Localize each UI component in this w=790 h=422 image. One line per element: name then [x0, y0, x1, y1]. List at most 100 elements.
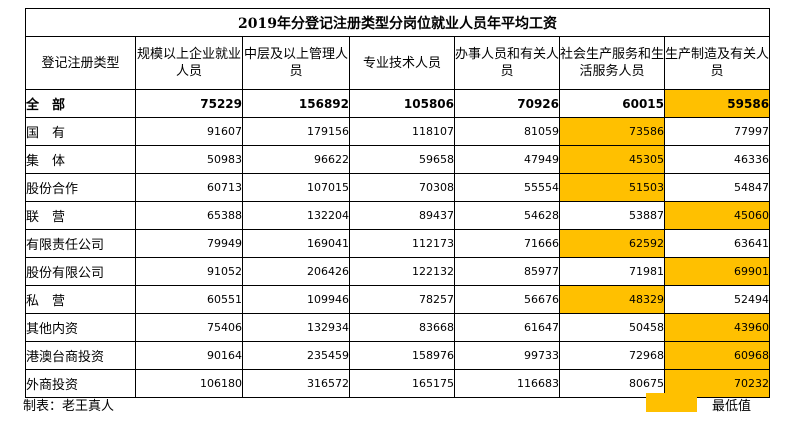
value-cell: 70308 [349, 173, 455, 202]
row-label: 股份合作 [25, 173, 136, 202]
value-cell: 50983 [135, 145, 243, 174]
value-cell: 46336 [663, 145, 771, 174]
value-cell: 165175 [349, 369, 455, 398]
table-row: 国 有 91607 179156 118107 81059 73586 77997 [25, 117, 771, 146]
value-cell: 235459 [242, 341, 350, 370]
value-cell: 90164 [135, 341, 243, 370]
value-cell: 85977 [454, 257, 560, 286]
table-row: 股份有限公司 91052 206426 122132 85977 71981 69901 [25, 257, 771, 286]
value-cell: 47949 [454, 145, 560, 174]
value-cell: 179156 [242, 117, 350, 146]
table-row: 股份合作 60713 107015 70308 55554 51503 54847 [25, 173, 771, 202]
value-cell: 316572 [242, 369, 350, 398]
lowest-value-cell: 59586 [663, 89, 771, 118]
row-label: 其他内资 [25, 313, 136, 342]
column-header-text: 中层及以上管理人员 [243, 47, 348, 79]
value-cell: 54847 [663, 173, 771, 202]
column-header: 规模以上企业就业人员 [135, 36, 243, 90]
value-cell: 83668 [349, 313, 455, 342]
value-cell: 60551 [135, 285, 243, 314]
author-label: 制表：老王真人 [23, 399, 115, 414]
value-cell: 79949 [135, 229, 243, 258]
value-cell: 56676 [454, 285, 560, 314]
table-row: 港澳台商投资 90164 235459 158976 99733 72968 60968 [25, 341, 771, 370]
value-cell: 72968 [559, 341, 665, 370]
value-cell: 61647 [454, 313, 560, 342]
value-cell: 89437 [349, 201, 455, 230]
value-cell: 52494 [663, 285, 771, 314]
value-cell: 54628 [454, 201, 560, 230]
value-cell: 53887 [559, 201, 665, 230]
value-cell: 77997 [663, 117, 771, 146]
lowest-value-cell: 45060 [663, 201, 771, 230]
wage-table: 2019年分登记注册类型分岗位就业人员年平均工资 登记注册类型 规模以上企业就业人… [24, 8, 771, 398]
value-cell: 96622 [242, 145, 350, 174]
table-row: 私 营 60551 109946 78257 56676 48329 52494 [25, 285, 771, 314]
lowest-value-cell: 69901 [663, 257, 771, 286]
value-cell: 118107 [349, 117, 455, 146]
value-cell: 75406 [135, 313, 243, 342]
value-cell: 158976 [349, 341, 455, 370]
value-cell: 169041 [242, 229, 350, 258]
table-row: 外商投资 106180 316572 165175 116683 80675 70232 [25, 369, 771, 398]
value-cell: 107015 [242, 173, 350, 202]
column-header-text: 社会生产服务和生活服务人员 [560, 47, 665, 79]
column-header: 办事人员和有关人员 [454, 36, 560, 90]
lowest-value-cell: 45305 [559, 145, 665, 174]
value-cell: 65388 [135, 201, 243, 230]
value-cell: 63641 [663, 229, 771, 258]
row-label: 私 营 [25, 285, 136, 314]
table-row: 有限责任公司 79949 169041 112173 71666 62592 63641 [25, 229, 771, 258]
lowest-value-cell: 48329 [559, 285, 665, 314]
value-cell: 71666 [454, 229, 560, 258]
table-row: 联 营 65388 132204 89437 54628 53887 45060 [25, 201, 771, 230]
value-cell: 116683 [454, 369, 560, 398]
column-header: 生产制造及有关人员 [663, 36, 771, 90]
column-header: 专业技术人员 [349, 36, 455, 90]
table-body: 全 部 75229 156892 105806 70926 60015 59586 国 有 91… [25, 89, 771, 398]
column-header-text: 生产制造及有关人员 [665, 47, 770, 79]
value-cell: 75229 [135, 89, 243, 118]
value-cell: 50458 [559, 313, 665, 342]
value-cell: 156892 [242, 89, 350, 118]
value-cell: 206426 [242, 257, 350, 286]
value-cell: 70926 [454, 89, 560, 118]
value-cell: 71981 [559, 257, 665, 286]
value-cell: 81059 [454, 117, 560, 146]
lowest-value-cell: 43960 [663, 313, 771, 342]
value-cell: 109946 [242, 285, 350, 314]
value-cell: 60015 [559, 89, 665, 118]
value-cell: 91607 [135, 117, 243, 146]
row-label: 联 营 [25, 201, 136, 230]
column-header-text: 登记注册类型 [41, 55, 120, 71]
total-row: 全 部 75229 156892 105806 70926 60015 59586 [25, 89, 771, 118]
row-label: 国 有 [25, 117, 136, 146]
lowest-value-cell: 51503 [559, 173, 665, 202]
value-cell: 106180 [135, 369, 243, 398]
value-cell: 105806 [349, 89, 455, 118]
value-cell: 78257 [349, 285, 455, 314]
column-header-text: 办事人员和有关人员 [455, 47, 560, 79]
header-row: 登记注册类型 规模以上企业就业人员 中层及以上管理人员 专业技术人员 办事人员和有关人员… [25, 36, 771, 90]
value-cell: 122132 [349, 257, 455, 286]
value-cell: 91052 [135, 257, 243, 286]
table-title: 2019年分登记注册类型分岗位就业人员年平均工资 [24, 8, 771, 37]
value-cell: 59658 [349, 145, 455, 174]
lowest-value-cell: 62592 [559, 229, 665, 258]
column-header: 登记注册类型 [25, 36, 136, 90]
row-label: 外商投资 [25, 369, 136, 398]
table-row: 集 体 50983 96622 59658 47949 45305 46336 [25, 145, 771, 174]
value-cell: 99733 [454, 341, 560, 370]
row-label: 股份有限公司 [25, 257, 136, 286]
column-header: 社会生产服务和生活服务人员 [559, 36, 665, 90]
row-label: 全 部 [25, 89, 136, 118]
column-header: 中层及以上管理人员 [242, 36, 350, 90]
row-label: 港澳台商投资 [25, 341, 136, 370]
value-cell: 60713 [135, 173, 243, 202]
value-cell: 55554 [454, 173, 560, 202]
value-cell: 132204 [242, 201, 350, 230]
lowest-value-cell: 60968 [663, 341, 771, 370]
value-cell: 112173 [349, 229, 455, 258]
value-cell: 132934 [242, 313, 350, 342]
row-label: 有限责任公司 [25, 229, 136, 258]
